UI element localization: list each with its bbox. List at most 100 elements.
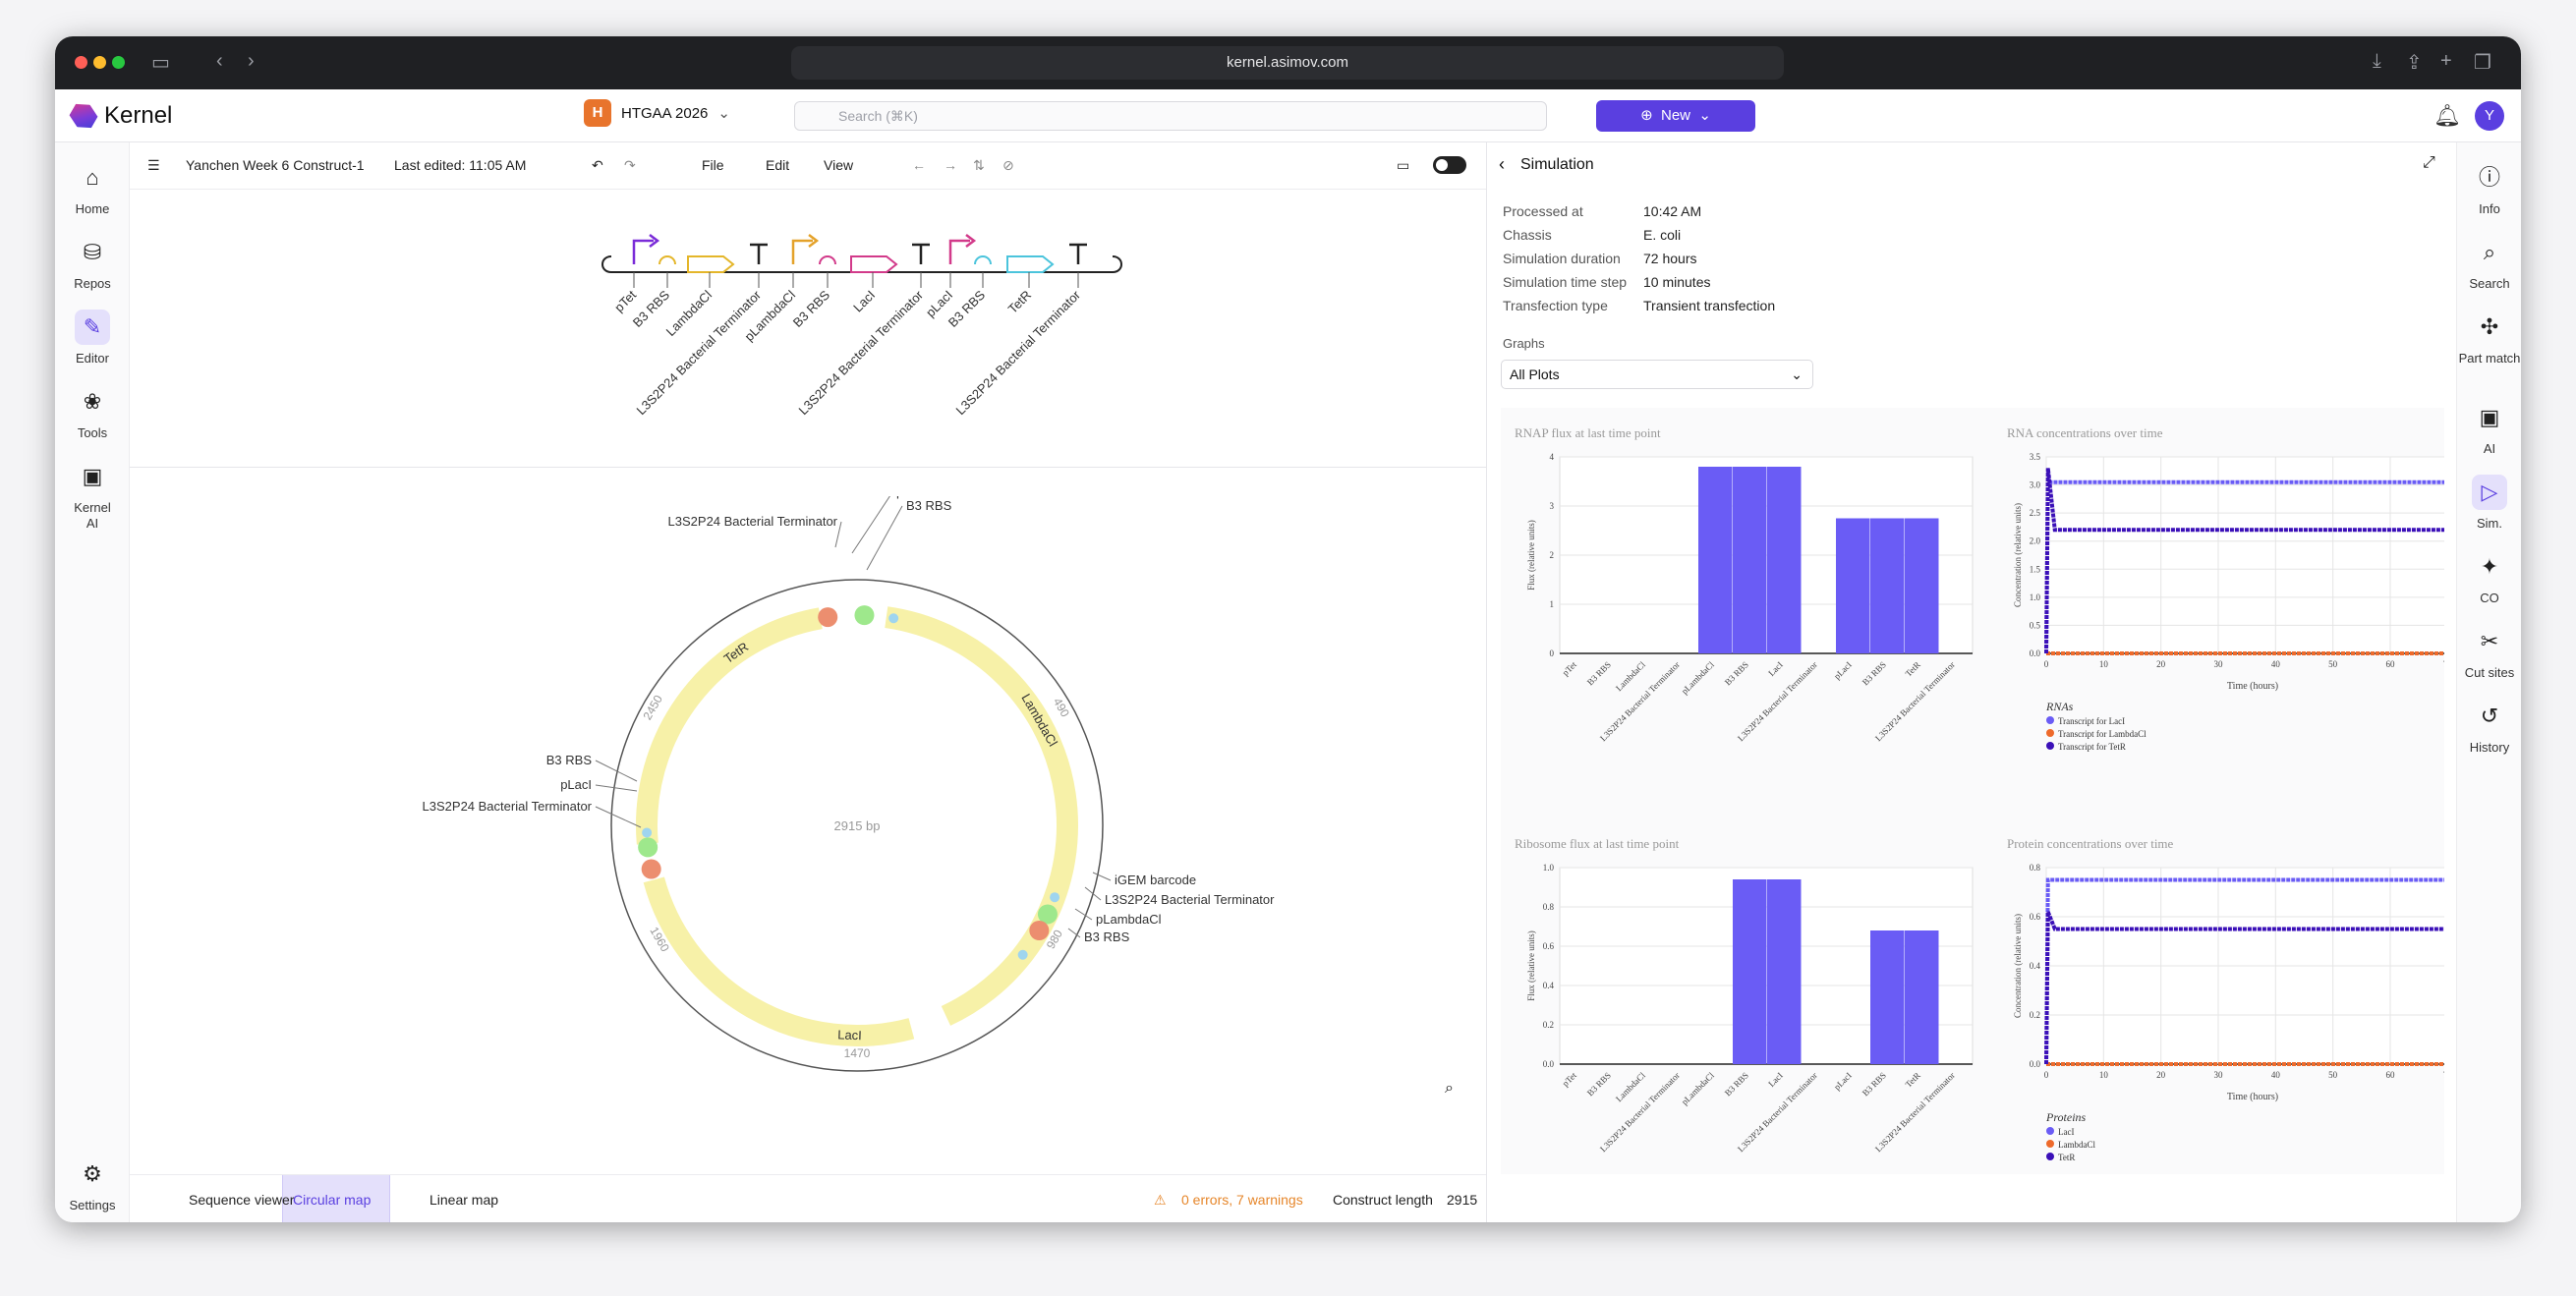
new-button[interactable]: ⊕ New ⌄ (1596, 100, 1755, 132)
menu-edit[interactable]: Edit (766, 157, 790, 173)
bar (1905, 518, 1939, 653)
tab-circular-map[interactable]: Circular map (293, 1192, 372, 1208)
part-label: TetR (1005, 288, 1035, 317)
back-icon[interactable]: ‹ (216, 50, 223, 72)
y-tick-label: 3.0 (2030, 480, 2041, 490)
menu-icon[interactable]: ☰ (147, 157, 160, 173)
x-tick-label: B3 RBS (1723, 659, 1750, 687)
avatar[interactable]: Y (2475, 101, 2504, 131)
menu-file[interactable]: File (702, 157, 724, 173)
zoom-window-button[interactable] (112, 56, 125, 69)
feature-arrow (642, 827, 653, 838)
rnav-co[interactable]: ✦ CO (2457, 549, 2521, 606)
nav-home[interactable]: ⌂ Home (55, 160, 130, 217)
expand-icon[interactable]: ⤢ (2423, 154, 2435, 171)
meta-value: Transient transfection (1643, 298, 1776, 313)
x-axis-label: Time (hours) (2227, 681, 2278, 692)
simulation-charts: RNAP flux at last time point 0 1 2 3 4 Flux (r… (1515, 425, 2460, 1162)
download-icon[interactable]: ⤓ (2373, 50, 2381, 72)
warnings-link[interactable]: 0 errors, 7 warnings (1181, 1192, 1303, 1208)
tab-linear-map[interactable]: Linear map (429, 1192, 499, 1208)
address-bar[interactable]: kernel.asimov.com (791, 46, 1784, 80)
menu-view[interactable]: View (824, 157, 854, 173)
part-label: B3 RBS (790, 287, 833, 330)
rnav-part-match[interactable]: ✣ Part match (2457, 310, 2521, 366)
redo-icon[interactable]: ↷ (624, 157, 636, 173)
nav-label: Editor (76, 351, 109, 366)
x-tick-label: LacI (1766, 1070, 1785, 1089)
graphs-area: RNAP flux at last time point 0 1 2 3 4 Flux (r… (1501, 408, 2460, 1174)
x-tick-label: 0 (2044, 1070, 2049, 1080)
series-line (2044, 911, 2459, 1065)
rnav-history[interactable]: ↺ History (2457, 699, 2521, 756)
kernel-logo-icon (66, 98, 101, 134)
rnav-search[interactable]: ⌕ Search (2457, 235, 2521, 292)
x-tick-label: TetR (1904, 1070, 1922, 1089)
label-leader (866, 505, 903, 571)
undo-icon[interactable]: ↶ (592, 157, 603, 173)
nav-label: Repos (74, 276, 111, 291)
document-title[interactable]: Yanchen Week 6 Construct-1 (186, 157, 365, 173)
share-icon[interactable]: ⇪ (2406, 52, 2423, 74)
divider (130, 467, 1486, 468)
chart-title: Ribosome flux at last time point (1515, 836, 1680, 851)
map-label: B3 RBS (1084, 930, 1130, 944)
y-tick-label: 0.6 (2030, 912, 2041, 922)
label-leader (851, 496, 890, 554)
arrow-left-icon[interactable]: ← (912, 157, 926, 173)
minimize-window-button[interactable] (93, 56, 106, 69)
rnav-sim[interactable]: ▷ Sim. (2457, 475, 2521, 532)
legend-label: LambdaCl (2058, 1140, 2095, 1150)
rnav-ai[interactable]: ▣ AI (2457, 400, 2521, 457)
back-chevron-icon[interactable]: ‹ (1499, 154, 1505, 174)
legend-label: LacI (2058, 1127, 2074, 1137)
filter-icon[interactable]: ⊘ (1002, 157, 1014, 173)
browser-chrome: ▭ ‹ › kernel.asimov.com ⤓ ⇪ + ❐ (55, 36, 2521, 89)
y-tick-label: 4 (1550, 452, 1555, 462)
browser-window: ▭ ‹ › kernel.asimov.com ⤓ ⇪ + ❐ Kernel H… (55, 36, 2521, 1222)
nav-kernel-ai[interactable]: ▣ Kernel AI (55, 459, 130, 532)
nav-editor[interactable]: ✎ Editor (55, 310, 130, 366)
tabs-overview-icon[interactable]: ❐ (2474, 52, 2491, 74)
legend-title: Proteins (2045, 1110, 2087, 1124)
y-axis-label: Flux (relative units) (1526, 520, 1536, 591)
chevron-down-icon: ⌄ (717, 105, 730, 122)
nav-repos[interactable]: ⛁ Repos (55, 235, 130, 292)
rbs-glyph (658, 255, 676, 265)
forward-icon[interactable]: › (248, 50, 255, 72)
search-input[interactable]: Search (⌘K) (794, 101, 1547, 131)
sidebar-toggle-icon[interactable]: ▭ (151, 52, 170, 74)
x-tick-label: B3 RBS (1860, 1070, 1888, 1098)
search-sequence-icon[interactable]: ⌕ (1445, 1080, 1454, 1097)
monitor-icon[interactable]: ▭ (1397, 157, 1410, 173)
arrow-right-icon[interactable]: → (944, 157, 957, 173)
meta-value: 10 minutes (1643, 274, 1711, 290)
swap-icon[interactable]: ⇅ (973, 157, 985, 173)
feature-marker (854, 605, 875, 626)
meta-value: 10:42 AM (1643, 203, 1702, 219)
warning-icon: ⚠ (1154, 1192, 1167, 1208)
y-tick-label: 1.0 (1543, 863, 1555, 873)
new-tab-icon[interactable]: + (2440, 50, 2452, 72)
nav-settings[interactable]: ⚙ Settings (55, 1156, 130, 1213)
new-button-label: New (1660, 107, 1690, 124)
tab-sequence-viewer[interactable]: Sequence viewer (189, 1192, 295, 1208)
nav-tools[interactable]: ❀ Tools (55, 384, 130, 441)
part-label: LacI (850, 288, 878, 315)
x-tick-label: B3 RBS (1585, 659, 1613, 687)
project-switcher[interactable]: H HTGAA 2026 ⌄ (584, 99, 730, 127)
x-tick-label: pLambdaCl (1680, 1070, 1716, 1106)
chart-title: Protein concentrations over time (2007, 836, 2174, 851)
graphs-select[interactable]: All Plots ⌄ (1501, 360, 1813, 389)
display-toggle[interactable] (1433, 156, 1466, 174)
bell-icon[interactable]: 🔔︎ (2433, 103, 2461, 128)
cds-glyph (850, 255, 898, 273)
rnav-cut-sites[interactable]: ✂ Cut sites (2457, 624, 2521, 681)
label-leader (1074, 908, 1093, 921)
part-label: LambdaCl (663, 287, 716, 339)
rnav-info[interactable]: ⓘ Info (2457, 160, 2521, 217)
label-leader (1092, 872, 1112, 881)
close-window-button[interactable] (75, 56, 87, 69)
history-icon: ↺ (2480, 704, 2499, 728)
